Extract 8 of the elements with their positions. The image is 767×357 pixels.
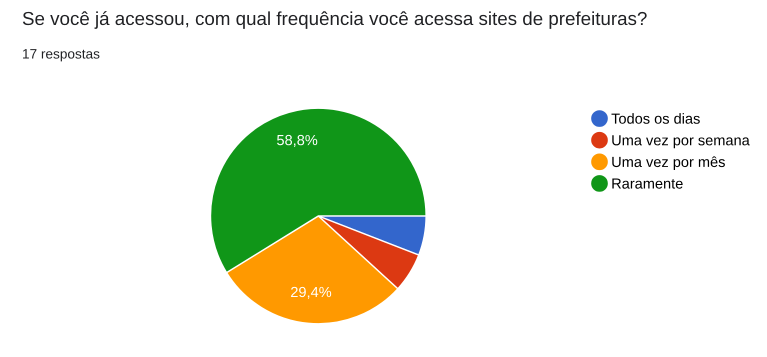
legend-label: Todos os dias xyxy=(611,113,700,124)
text: 17 respostas xyxy=(23,49,100,62)
legend-label: Uma vez por mês xyxy=(612,156,725,170)
legend-label: Raramente xyxy=(612,178,683,189)
legend-label: Uma vez por semana xyxy=(612,135,750,148)
data-label: 29,4% xyxy=(291,286,332,299)
chart-title: Se você já acessou, com qual frequência você acessa sites de prefeituras? xyxy=(22,11,647,29)
data-label: 58,8% xyxy=(277,134,318,147)
